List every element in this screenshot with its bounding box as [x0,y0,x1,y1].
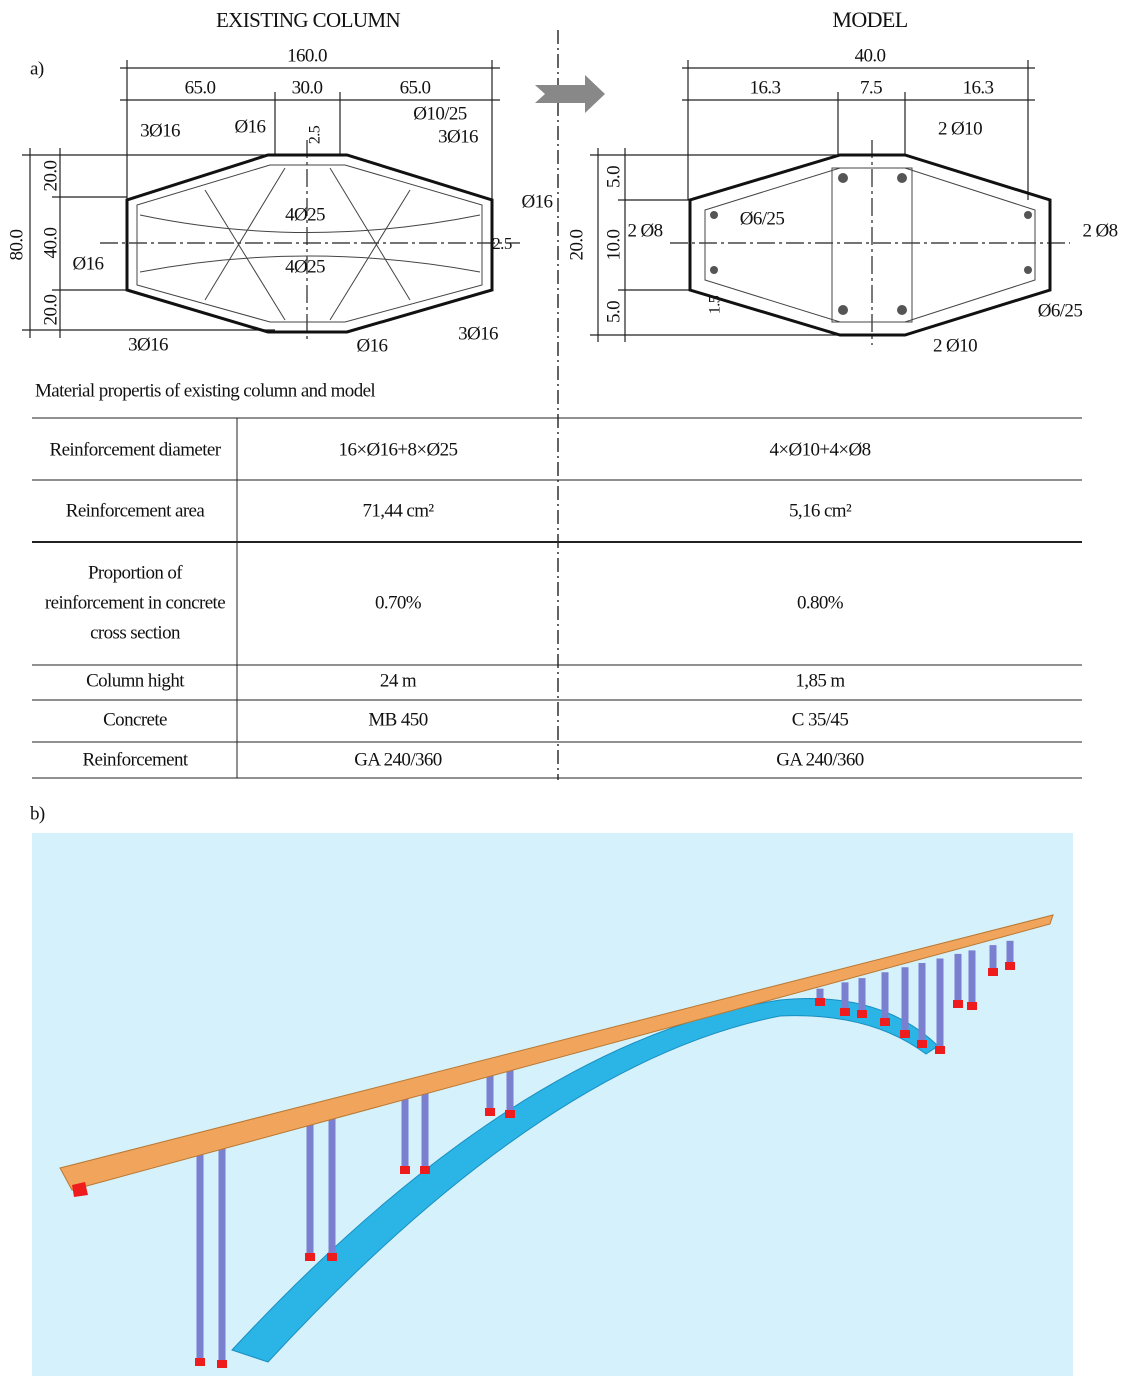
table-cell: 5,16 cm² [789,500,852,521]
dimension: 30.0 [292,77,323,98]
rebar-label: 3Ø16 [128,334,168,355]
dimension: 160.0 [287,45,327,66]
table-cell: C 35/45 [792,709,849,730]
arrow [535,75,605,113]
dimension: 20.0 [566,229,587,260]
rebar-label: 2 Ø8 [627,220,662,241]
support [967,1002,977,1010]
dimension: 7.5 [860,77,882,98]
rebar-label: 4Ø25 [285,256,325,277]
dimension: 16.3 [963,77,994,98]
rebar-label: 4Ø25 [285,204,325,225]
rebar-label: Ø16 [357,335,388,356]
support [935,1046,945,1054]
rebar-label: 3Ø16 [438,126,478,147]
existing-outline [125,153,494,334]
support [900,1030,910,1038]
dimension: 5.0 [603,301,624,323]
rebar-label: Ø10/25 [413,103,467,124]
support [327,1253,337,1261]
table-cell: 0.80% [797,592,844,613]
rebar-label: 2 Ø10 [933,335,977,356]
dimension: 20.0 [40,160,61,191]
support [420,1166,430,1174]
rebar-label: 2 Ø10 [938,118,982,139]
table-cell: Proportion of [88,562,183,583]
rebar-label: Ø6/25 [740,208,785,229]
panel-title: EXISTING COLUMN [216,8,401,32]
table-cell: Concrete [103,709,167,730]
table-cell: reinforcement in concrete [45,592,225,613]
model-stirrup [704,167,1036,323]
dimension: 20.0 [40,294,61,325]
support [485,1108,495,1116]
caption: Material propertis of existing column an… [35,380,375,401]
table-cell: MB 450 [368,709,427,730]
existing-stirrup [136,164,483,323]
panel-label: a) [30,58,44,79]
table-grid [32,417,1082,779]
support [988,968,998,976]
support [857,1010,867,1018]
table-cell: GA 240/360 [354,749,442,770]
dimension: 5.0 [603,166,624,188]
dimension: 2.5 [307,125,324,144]
model-inner-stirrup [831,167,913,323]
table-cell: GA 240/360 [776,749,864,770]
table-cell: 1,85 m [795,670,845,691]
support [1005,962,1015,970]
support [815,998,825,1006]
support [305,1253,315,1261]
dimension: 10.0 [603,229,624,260]
support [505,1110,515,1118]
dimension: 1.5 [707,295,724,314]
support [195,1358,205,1366]
dimension: 40.0 [40,227,61,258]
table-cell: 71,44 cm² [362,500,434,521]
table-cell: 24 m [380,670,417,691]
deck [59,914,1054,1191]
model-bars [710,173,1032,315]
existing-dimensions [22,60,520,340]
table-cell: 0.70% [375,592,422,613]
model-outline [688,153,1052,337]
table-cell: Reinforcement area [66,500,206,521]
rebar-label: Ø6/25 [1038,300,1083,321]
rebar-label: Ø16 [522,191,553,212]
panel-label: b) [30,803,45,824]
table-cell: Reinforcement [82,749,188,770]
table-cell: cross section [90,622,181,643]
model-dimensions [590,60,1070,345]
dimension: 65.0 [400,77,431,98]
dimension: 2.5 [492,234,512,253]
support [840,1008,850,1016]
rebar-label: 2 Ø8 [1082,220,1117,241]
existing-ties [139,167,481,321]
support [400,1166,410,1174]
rebar-label: 3Ø16 [458,323,498,344]
dimension: 80.0 [6,229,27,260]
support [217,1360,227,1368]
rebar-label: Ø16 [73,253,104,274]
support [953,1000,963,1008]
rebar-label: 3Ø16 [140,120,180,141]
arch [231,997,939,1363]
panel-title: MODEL [832,7,907,32]
table-cell: 16×Ø16+8×Ø25 [339,439,458,460]
support [880,1018,890,1026]
table-cell: Reinforcement diameter [50,439,222,460]
dimension: 65.0 [185,77,216,98]
dimension: 40.0 [855,45,886,66]
rebar-label: Ø16 [235,116,266,137]
dimension: 16.3 [750,77,781,98]
bridge-model [59,914,1054,1368]
table-cell: Column hight [86,670,185,691]
support [917,1040,927,1048]
table-cell: 4×Ø10+4×Ø8 [769,439,870,460]
abutment [72,1182,88,1197]
